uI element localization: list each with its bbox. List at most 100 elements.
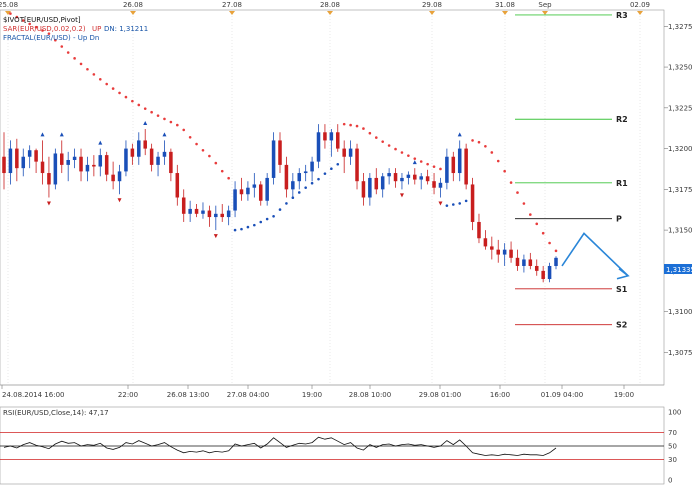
price-tick-label: 1,3275 <box>668 23 693 31</box>
rsi-tick-label: 70 <box>668 429 677 437</box>
rsi-tick-label: 0 <box>668 477 672 485</box>
pivot-levels: R3 R2 R1 P S1 S2 <box>515 11 628 330</box>
rsi-panel <box>0 406 665 485</box>
candles <box>2 124 558 283</box>
chart-title: $IVOT[EUR/USD,Pivot] <box>3 16 81 24</box>
sar-dot <box>355 124 359 128</box>
sar-dot <box>220 169 224 173</box>
candle-body <box>53 153 58 185</box>
sar-dot <box>541 231 545 235</box>
candle-body <box>194 208 199 214</box>
candle-body <box>387 173 391 177</box>
sar-dot <box>176 123 179 127</box>
candle-body <box>438 182 443 188</box>
price-tick-label: 1,3250 <box>668 64 693 72</box>
sar-dot <box>490 151 494 154</box>
candle-body <box>316 132 321 162</box>
sar-dot <box>426 162 429 166</box>
day-marker <box>327 11 333 15</box>
sar-dot <box>304 186 307 189</box>
sar-dot <box>323 172 327 175</box>
sar-dot <box>253 223 256 227</box>
candle-body <box>156 156 160 165</box>
sar-dot <box>387 144 391 147</box>
sar-dot <box>400 151 404 154</box>
time-tick-label: 22:00 <box>118 391 138 399</box>
sar-dot <box>208 154 211 158</box>
rsi-title: RSI(EUR/USD,Close,14): 47,17 <box>3 409 109 417</box>
candle-body <box>406 174 411 178</box>
sar-dot <box>516 191 519 194</box>
forecast-arrow <box>561 232 630 280</box>
sar-dot <box>297 191 301 194</box>
sar-dot <box>79 62 83 66</box>
sar-dot <box>233 228 237 232</box>
fractal-down-marker <box>46 201 51 206</box>
sar-dot <box>41 29 44 32</box>
candle-body <box>522 259 526 266</box>
candle-body <box>374 177 379 190</box>
candle-body <box>130 148 135 157</box>
pivot-label-r2: R2 <box>616 115 628 124</box>
rsi-line <box>3 436 557 456</box>
price-axis: 1,3275 1,3250 1,3225 1,3200 1,3175 1,3150 1,31… <box>664 23 693 357</box>
candle-body <box>111 174 115 182</box>
rsi-axis: 100 70 50 30 0 <box>668 409 681 485</box>
time-tick-label: 29.08 01:00 <box>419 391 461 399</box>
candle-body <box>496 249 500 255</box>
candle-body <box>169 151 173 174</box>
sar-dot <box>349 123 352 127</box>
candle-body <box>361 181 366 198</box>
sar-dot <box>496 159 500 163</box>
candle-body <box>15 148 19 169</box>
day-marker <box>502 11 508 15</box>
sar-dot <box>201 148 205 152</box>
candle-body <box>72 156 77 160</box>
sar-dot <box>137 103 141 107</box>
candle-body <box>149 148 154 165</box>
candle-body <box>528 259 533 266</box>
time-tick-label: 24.08.2014 16:00 <box>2 391 64 399</box>
sar-dot <box>278 208 282 211</box>
candle-body <box>66 160 70 165</box>
candle-body <box>355 148 359 182</box>
price-tick-label: 1,3175 <box>668 186 693 194</box>
sar-dot <box>246 225 250 229</box>
pivot-label-r1: R1 <box>616 179 628 188</box>
sar-up-label: UP <box>92 25 101 33</box>
price-tick-label: 1,3150 <box>668 227 693 235</box>
sar-dot <box>47 32 51 35</box>
sar-dot <box>150 110 153 114</box>
top-date-label: 25.08 <box>0 1 18 9</box>
candle-body <box>214 213 218 218</box>
candle-body <box>445 156 449 183</box>
fractal-label: FRACTAL(EUR/USD) - Up Dn <box>3 34 99 42</box>
time-tick-label: 26.08 13:00 <box>167 391 209 399</box>
candle-body <box>509 249 513 258</box>
price-tick-label: 1,3100 <box>668 308 693 316</box>
sar-dot <box>15 15 19 19</box>
candle-body <box>252 184 257 188</box>
candle-body <box>98 155 103 167</box>
fractal-up-marker <box>98 140 103 145</box>
candle-body <box>143 140 147 149</box>
sar-dot <box>118 91 121 95</box>
candle-body <box>181 197 186 214</box>
fractal-down-marker <box>213 234 218 239</box>
candle-body <box>502 249 507 255</box>
sar-dot <box>471 139 474 142</box>
candle-body <box>220 213 224 218</box>
top-date-axis: 25.08 26.08 27.08 28.08 29.08 31.08 Sep 02.09 <box>0 1 650 385</box>
day-marker <box>429 11 435 15</box>
candle-body <box>85 164 90 172</box>
sar-dot <box>143 107 147 110</box>
candle-body <box>40 161 45 174</box>
candle-body <box>104 155 109 175</box>
candle-body <box>92 164 96 167</box>
candle-body <box>336 132 340 149</box>
candle-body <box>34 150 38 162</box>
sar-dot <box>28 22 31 26</box>
sar-dot <box>169 120 173 124</box>
main-plot-area <box>0 9 665 386</box>
top-date-label: 31.08 <box>495 1 515 9</box>
